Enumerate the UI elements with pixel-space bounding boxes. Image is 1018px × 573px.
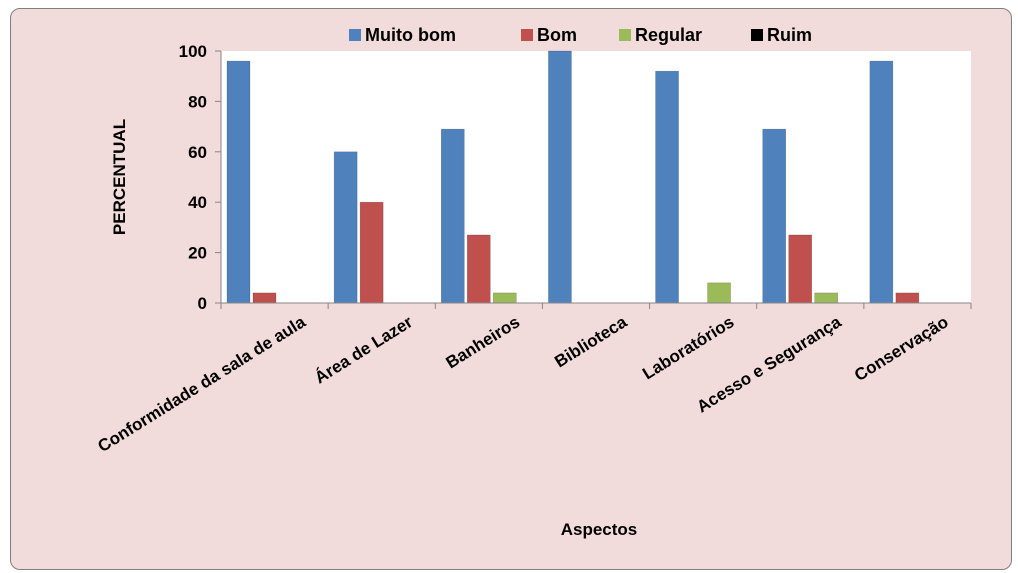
x-axis-title: Aspectos <box>561 520 638 539</box>
chart-frame: PERCENTUAL Aspectos Muito bom Bom Regular R… <box>10 8 1012 570</box>
legend-swatch <box>619 29 631 41</box>
x-category-label: Laboratórios <box>639 312 737 383</box>
y-tick-label: 40 <box>188 193 207 212</box>
bar-muito-bom <box>333 151 358 304</box>
y-tick-label: 80 <box>188 92 207 111</box>
legend-label: Bom <box>537 25 577 45</box>
bar-muito-bom <box>655 70 679 304</box>
legend-label: Ruim <box>767 25 812 45</box>
bar-bom <box>359 201 384 304</box>
legend-swatch <box>349 29 361 41</box>
bar-regular <box>492 292 517 304</box>
bar-bom <box>895 292 920 304</box>
bar-muito-bom <box>440 128 465 304</box>
bar-muito-bom <box>762 128 787 304</box>
plot-area <box>221 51 971 303</box>
legend-label: Regular <box>635 25 702 45</box>
y-tick-label: 60 <box>188 143 207 162</box>
x-category-label: Área de Lazer <box>311 312 416 387</box>
x-category-label: Conformidade da sala de aula <box>94 312 309 456</box>
bar-regular <box>814 292 839 304</box>
bar-bom <box>252 292 277 304</box>
bar-bom <box>788 234 813 304</box>
x-category-label: Conservação <box>851 312 952 385</box>
y-axis-title: PERCENTUAL <box>110 119 129 235</box>
x-category-label: Biblioteca <box>551 312 630 371</box>
bar-regular <box>707 282 731 304</box>
legend-swatch <box>521 29 533 41</box>
y-tick-label: 20 <box>188 244 207 263</box>
y-tick-label: 100 <box>179 42 207 61</box>
x-category-label: Banheiros <box>443 312 524 372</box>
bar-muito-bom <box>226 60 251 304</box>
y-tick-label: 0 <box>198 294 207 313</box>
bar-chart: PERCENTUAL Aspectos Muito bom Bom Regular R… <box>94 25 972 539</box>
bar-muito-bom <box>869 60 894 304</box>
legend-label: Muito bom <box>365 25 456 45</box>
bar-bom <box>466 234 491 304</box>
legend-swatch <box>751 29 763 41</box>
legend: Muito bom Bom Regular Ruim <box>349 25 812 45</box>
bar-muito-bom <box>548 50 572 304</box>
